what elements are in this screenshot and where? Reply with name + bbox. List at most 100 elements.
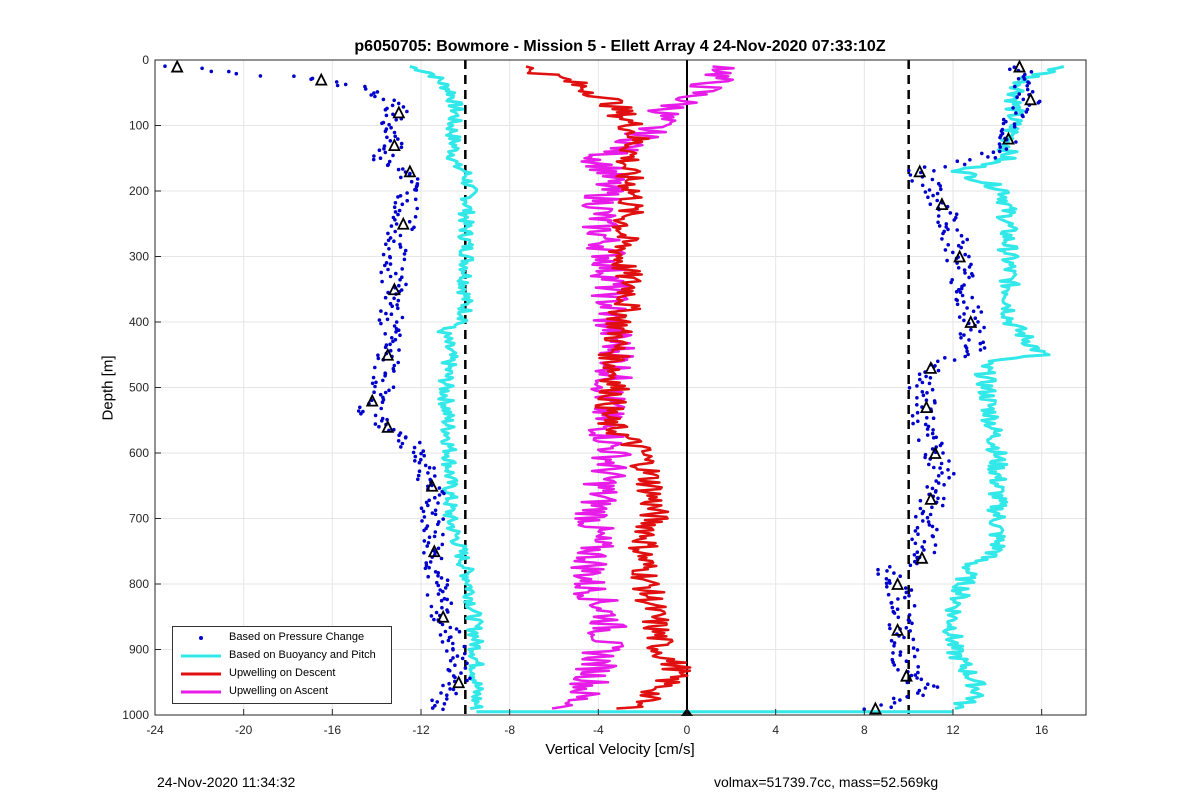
pressure-ascent-point (962, 300, 966, 304)
x-tick-label: 12 (946, 723, 960, 737)
pressure-descent-point (384, 113, 389, 118)
descent-triangle-marker (387, 138, 401, 152)
pressure-ascent-point (1014, 111, 1018, 115)
pressure-descent-point (429, 614, 434, 618)
pressure-descent-point (441, 707, 445, 712)
pressure-ascent-point (904, 590, 909, 595)
axis-ticks: -24 -20 -16 -12 -8 -4 0 4 8 12 16 0 100 200 300 400 500 6… (122, 53, 1048, 737)
pressure-descent-point (436, 501, 440, 505)
pressure-ascent-point (959, 233, 964, 238)
pressure-descent-point (451, 687, 456, 692)
pressure-descent-point (396, 328, 401, 333)
pressure-descent-point (388, 236, 393, 240)
pressure-descent-point (409, 179, 414, 184)
pressure-descent-point (414, 184, 419, 189)
legend-line-symbol (181, 690, 221, 694)
x-tick-label: -20 (235, 723, 253, 737)
pressure-descent-point (356, 409, 361, 413)
pressure-descent-point (426, 503, 430, 508)
pressure-ascent-point (888, 581, 892, 585)
pressure-descent-point (426, 574, 431, 579)
pressure-ascent-point (991, 150, 996, 154)
pressure-descent-point (417, 460, 422, 465)
pressure-ascent-point (913, 541, 918, 546)
ascent-triangle-marker (1013, 59, 1026, 73)
pressure-ascent-point (911, 637, 916, 642)
pressure-ascent-point (909, 673, 914, 678)
pressure-ascent-point (979, 310, 984, 314)
descent-triangle-marker (392, 105, 406, 119)
pressure-ascent-point (947, 459, 951, 463)
pressure-descent-point (376, 356, 381, 361)
pressure-ascent-point (907, 593, 911, 598)
pressure-descent-point (422, 539, 427, 543)
pressure-descent-point (383, 345, 388, 350)
pressure-ascent-point (876, 572, 880, 576)
pressure-ascent-point (933, 490, 938, 494)
pressure-ascent-point (916, 419, 920, 424)
pressure-ascent-point (892, 571, 896, 575)
pressure-ascent-point (955, 298, 959, 303)
legend-label: Based on Buoyancy and Pitch (229, 649, 376, 661)
pressure-ascent-point (910, 414, 915, 418)
pressure-descent-point (387, 247, 391, 251)
pressure-descent-point (445, 697, 449, 701)
pressure-ascent-point (923, 686, 928, 690)
pressure-descent-point (433, 530, 438, 534)
pressure-descent-point (388, 255, 393, 260)
pressure-ascent-point (898, 653, 902, 657)
pressure-descent-point (454, 691, 458, 696)
pressure-ascent-point (924, 374, 928, 379)
pressure-descent-point (436, 546, 441, 551)
pressure-ascent-point (932, 550, 937, 555)
pressure-descent-point (413, 215, 418, 219)
pressure-descent-point (398, 233, 403, 238)
pressure-descent-point (448, 625, 453, 630)
pressure-descent-point (386, 238, 391, 243)
pressure-ascent-point (913, 529, 918, 533)
pressure-ascent-point (938, 443, 943, 448)
pressure-descent-point (445, 583, 450, 587)
pressure-ascent-point (925, 416, 929, 420)
pressure-ascent-point (925, 485, 929, 489)
pressure-ascent-point (918, 506, 923, 511)
pressure-descent-point (433, 703, 437, 708)
x-tick-label: -24 (146, 723, 164, 737)
pressure-descent-point (421, 449, 426, 453)
pressure-descent-point (372, 91, 376, 95)
pressure-ascent-point (942, 483, 946, 487)
pressure-descent-point (390, 304, 395, 309)
pressure-ascent-point (1030, 90, 1035, 94)
pressure-descent-point (453, 675, 457, 680)
pressure-ascent-point (939, 187, 943, 192)
pressure-descent-point (427, 465, 432, 470)
pressure-descent-point (403, 248, 408, 253)
pressure-descent-point (396, 212, 400, 217)
pressure-descent-point (227, 69, 231, 74)
pressure-ascent-point (1008, 67, 1012, 72)
pressure-ascent-point (1015, 95, 1019, 99)
pressure-ascent-point (915, 648, 920, 652)
pressure-descent-point (387, 388, 391, 393)
ascent-triangle-marker (924, 491, 938, 505)
descent-triangle-marker (427, 544, 441, 558)
pressure-descent-point (407, 219, 412, 224)
ascent-triangle-marker (891, 576, 905, 590)
pressure-descent-point (404, 282, 408, 287)
pressure-ascent-point (936, 214, 941, 218)
pressure-descent-point (397, 433, 401, 438)
pressure-ascent-point (976, 320, 980, 324)
pressure-ascent-point (962, 333, 966, 337)
pressure-ascent-point (963, 252, 967, 257)
pressure-ascent-point (912, 604, 917, 608)
pressure-descent-point (442, 491, 446, 496)
pressure-descent-point (425, 593, 430, 597)
pressure-descent-point (335, 83, 340, 88)
pressure-descent-point (411, 450, 416, 455)
pressure-descent-point (419, 457, 423, 462)
pressure-descent-point (383, 390, 388, 395)
pressure-descent-point (435, 700, 440, 704)
pressure-ascent-point (933, 400, 937, 405)
pressure-descent-point (375, 90, 380, 94)
pressure-descent-point (163, 64, 167, 68)
